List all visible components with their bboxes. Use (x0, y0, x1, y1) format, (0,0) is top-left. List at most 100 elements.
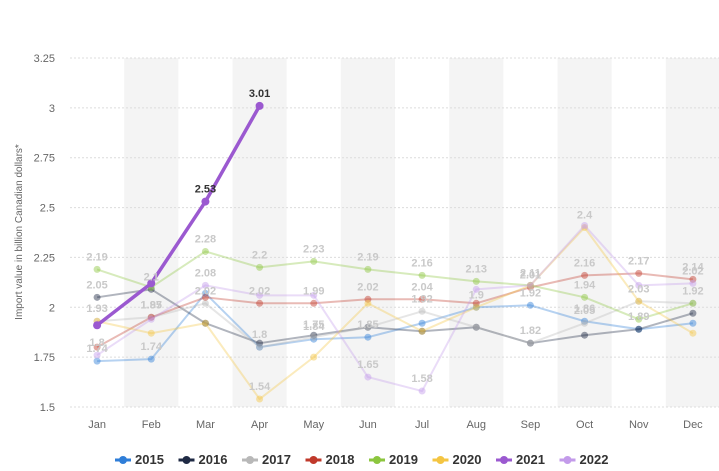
data-point (93, 265, 101, 273)
legend-item-2019[interactable]: 2019 (369, 452, 418, 467)
data-point (310, 333, 318, 341)
data-point (364, 373, 372, 381)
data-point (581, 271, 589, 279)
y-axis-ticks: 1.5 1.75 2 2.25 2.5 2.75 3 3.25 (34, 53, 55, 414)
data-label: 1.85 (357, 319, 378, 331)
data-point (581, 222, 589, 230)
data-label: 2.17 (628, 255, 649, 267)
series-line (96, 226, 694, 401)
data-point (581, 317, 589, 325)
series-line (96, 224, 693, 393)
y-tick-label: 3 (49, 103, 55, 115)
data-point (201, 319, 209, 327)
legend-item-2021[interactable]: 2021 (496, 452, 545, 467)
legend-marker (373, 456, 381, 464)
y-tick-label: 3.25 (34, 53, 55, 65)
data-point (472, 303, 480, 311)
data-point (689, 319, 697, 327)
data-label: 2.11 (520, 267, 541, 279)
data-label: 1.84 (303, 321, 325, 333)
legend-label: 2016 (199, 452, 228, 467)
legend-item-2016[interactable]: 2016 (178, 452, 228, 467)
data-label: 1.82 (520, 325, 541, 337)
data-label: 2.05 (86, 279, 107, 291)
data-point (689, 279, 697, 287)
legend-marker (246, 456, 254, 464)
data-point (472, 277, 480, 285)
data-point (635, 315, 643, 323)
data-point (635, 281, 643, 289)
legend-label: 2019 (389, 452, 418, 467)
data-point (635, 269, 643, 277)
data-label: 1.99 (303, 285, 324, 297)
data-label: 2.16 (411, 257, 432, 269)
series-line (97, 300, 693, 349)
legend-label: 2021 (516, 452, 545, 467)
data-label: 1.74 (141, 341, 163, 353)
data-label: 1.75 (303, 319, 324, 331)
data-label: 1.92 (520, 287, 541, 299)
data-point (147, 279, 156, 288)
column-band (124, 58, 179, 407)
legend-item-2020[interactable]: 2020 (432, 452, 482, 467)
data-point (635, 325, 643, 333)
data-point (147, 355, 155, 363)
legend-item-2022[interactable]: 2022 (559, 452, 609, 467)
data-point (526, 281, 534, 289)
data-point (418, 319, 426, 327)
data-label: 2.02 (249, 285, 270, 297)
series-2021 (93, 101, 264, 330)
data-point (526, 281, 534, 289)
column-band (665, 58, 719, 407)
series-2020 (93, 224, 697, 403)
data-labels-layer: 2.192.051.931.81.742.11.951.871.742.282.… (86, 88, 704, 393)
legend-item-2018[interactable]: 2018 (305, 452, 355, 467)
data-label: 1.8 (252, 329, 267, 341)
x-tick-label: May (303, 419, 324, 431)
data-point (418, 327, 426, 335)
data-point (256, 343, 264, 351)
legend-label: 2017 (262, 452, 291, 467)
data-point (472, 323, 480, 331)
data-point (147, 313, 155, 321)
gridlines (70, 57, 719, 408)
data-point (256, 263, 264, 271)
legend-label: 2018 (326, 452, 355, 467)
data-label: 1.54 (249, 381, 271, 393)
column-band (232, 58, 287, 407)
data-point (310, 291, 318, 299)
data-point (201, 247, 209, 255)
data-label: 1.9 (469, 289, 484, 301)
series-line (96, 105, 262, 327)
data-label: 2.19 (357, 251, 378, 263)
x-tick-label: Mar (196, 419, 215, 431)
legend-item-2015[interactable]: 2015 (115, 452, 164, 467)
data-point (201, 299, 209, 307)
legend-item-2017[interactable]: 2017 (242, 452, 291, 467)
column-band (340, 58, 395, 407)
data-point (201, 289, 209, 297)
data-label: 1.93 (86, 303, 107, 315)
data-point (147, 313, 155, 321)
series-line (96, 250, 694, 321)
data-point (93, 351, 101, 359)
data-point (93, 357, 101, 365)
x-tick-label: Jun (359, 419, 377, 431)
data-label: 2.13 (466, 263, 487, 275)
data-label: 2.02 (682, 265, 703, 277)
data-label: 1.8 (89, 337, 104, 349)
y-axis-title: Import value in billion Canadian dollars… (14, 144, 25, 320)
data-point (147, 329, 155, 337)
data-point (310, 353, 318, 361)
data-point (418, 295, 426, 303)
series-2015 (93, 289, 697, 365)
data-point (310, 257, 318, 265)
y-tick-label: 1.5 (40, 402, 55, 414)
data-point (93, 321, 102, 330)
legend-label: 2020 (453, 452, 482, 467)
data-point (581, 293, 589, 301)
legend-marker (119, 456, 127, 464)
y-tick-label: 2.25 (34, 252, 55, 264)
data-point (201, 281, 209, 289)
data-label: 3.01 (249, 88, 270, 100)
